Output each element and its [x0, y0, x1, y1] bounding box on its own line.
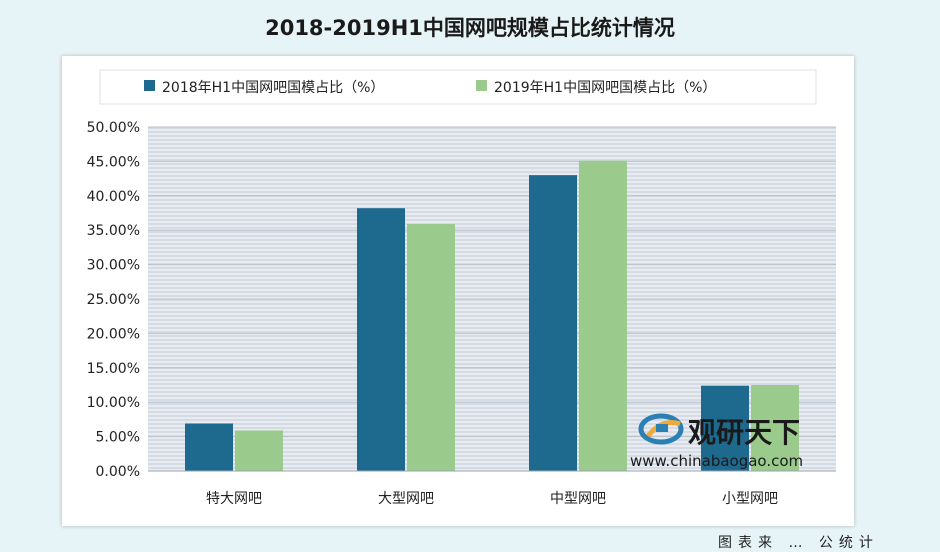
y-tick-label: 10.00% — [87, 395, 140, 411]
x-tick-label: 特大网吧 — [206, 491, 262, 507]
y-tick-label: 0.00% — [96, 464, 140, 480]
legend: 2018年H1中国网吧国模占比（%） 2019年H1中国网吧国模占比（%） — [99, 69, 817, 105]
y-tick-label: 20.00% — [87, 326, 140, 342]
legend-label-2018: 2018年H1中国网吧国模占比（%） — [162, 80, 384, 96]
chart-panel: 2018年H1中国网吧国模占比（%） 2019年H1中国网吧国模占比（%） 0.… — [62, 56, 854, 526]
plot-area — [148, 127, 836, 471]
bar-2019-0 — [235, 430, 283, 471]
bar-2019-3 — [751, 385, 799, 471]
chart-title: 2018-2019H1中国网吧规模占比统计情况 — [265, 16, 675, 40]
y-tick-label: 25.00% — [87, 292, 140, 308]
y-tick-label: 15.00% — [87, 361, 140, 377]
bars — [185, 160, 799, 471]
watermark: 观研天下 www.chinabaogao.com — [630, 413, 803, 470]
bar-2018-3 — [701, 385, 749, 471]
x-tick-label: 小型网吧 — [722, 491, 778, 507]
legend-swatch-2019 — [476, 80, 487, 91]
y-tick-label: 50.00% — [87, 120, 140, 136]
watermark-brand: 观研天下 — [688, 416, 800, 449]
bar-2019-2 — [579, 160, 627, 471]
bar-2019-1 — [407, 224, 455, 471]
watermark-logo-icon — [638, 413, 684, 445]
y-tick-label: 35.00% — [87, 223, 140, 239]
y-tick-label: 40.00% — [87, 189, 140, 205]
y-tick-label: 30.00% — [87, 258, 140, 274]
bar-chart: 2018年H1中国网吧国模占比（%） 2019年H1中国网吧国模占比（%） 0.… — [87, 69, 836, 507]
y-tick-label: 5.00% — [96, 430, 140, 446]
bar-2018-2 — [529, 175, 577, 471]
bar-2018-0 — [185, 423, 233, 471]
x-tick-label: 大型网吧 — [378, 491, 434, 507]
y-tick-label: 45.00% — [87, 154, 140, 170]
source-footer: 图表来 … 公统计 — [718, 535, 879, 551]
watermark-url: www.chinabaogao.com — [630, 452, 803, 470]
x-axis: 特大网吧 大型网吧 中型网吧 小型网吧 — [148, 470, 836, 507]
legend-swatch-2018 — [144, 80, 155, 91]
bar-2018-1 — [357, 208, 405, 471]
x-tick-label: 中型网吧 — [550, 491, 606, 507]
legend-label-2019: 2019年H1中国网吧国模占比（%） — [494, 80, 716, 96]
